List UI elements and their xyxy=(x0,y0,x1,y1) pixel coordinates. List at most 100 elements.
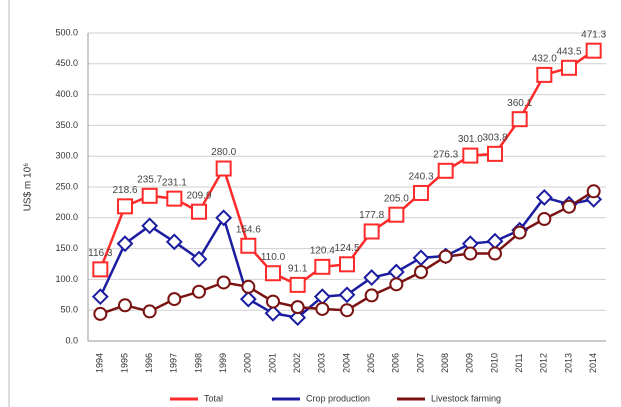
x-tick-label: 1999 xyxy=(218,353,228,373)
data-label: 235.7 xyxy=(137,174,162,185)
x-tick-label: 1996 xyxy=(144,353,154,373)
data-label: 471.3 xyxy=(581,29,606,40)
point xyxy=(585,42,602,59)
point xyxy=(289,276,306,293)
y-tick-label: 200.0 xyxy=(55,212,78,222)
point xyxy=(93,306,108,321)
point xyxy=(412,249,430,267)
y-tick-label: 500.0 xyxy=(55,27,78,37)
x-tick-label: 2006 xyxy=(391,353,401,373)
y-tick-label: 450.0 xyxy=(55,58,78,68)
x-tick-label: 1998 xyxy=(193,353,203,373)
y-tick-label: 50.0 xyxy=(60,305,78,315)
point xyxy=(165,233,183,251)
x-tick-label: 2008 xyxy=(440,353,450,373)
point xyxy=(488,246,502,261)
point xyxy=(339,256,355,273)
point xyxy=(289,309,307,327)
x-tick-label: 1995 xyxy=(119,353,129,373)
point xyxy=(338,286,356,304)
point xyxy=(191,203,207,220)
point xyxy=(264,304,282,322)
data-label: 154.6 xyxy=(236,224,261,235)
data-label: 276.3 xyxy=(433,149,458,160)
data-label: 205.0 xyxy=(384,193,409,204)
data-label: 231.1 xyxy=(162,177,187,188)
point xyxy=(240,237,257,254)
point xyxy=(290,300,305,315)
point xyxy=(266,294,280,309)
y-tick-label: 400.0 xyxy=(55,89,78,99)
data-label: 240.3 xyxy=(408,172,433,183)
data-label: 120.4 xyxy=(310,245,335,256)
x-tick-label: 1994 xyxy=(95,353,105,373)
data-label: 91.1 xyxy=(288,264,308,275)
point xyxy=(340,303,354,318)
point xyxy=(438,249,453,264)
point xyxy=(117,198,133,215)
point xyxy=(315,301,330,316)
data-label: 432.0 xyxy=(532,54,557,65)
data-label: 110.0 xyxy=(261,252,286,263)
data-label: 280.0 xyxy=(211,147,236,158)
point xyxy=(487,145,503,162)
point xyxy=(413,184,429,201)
point xyxy=(463,246,478,261)
x-tick-label: 2007 xyxy=(415,353,425,373)
point xyxy=(586,184,601,199)
point xyxy=(141,187,158,204)
x-tick-label: 2009 xyxy=(465,353,475,373)
point xyxy=(389,277,404,292)
point xyxy=(166,190,183,207)
x-tick-label: 1997 xyxy=(169,353,179,373)
data-label: 177.8 xyxy=(359,210,384,221)
y-tick-label: 250.0 xyxy=(55,181,78,191)
point xyxy=(192,284,206,299)
point xyxy=(314,258,331,275)
data-label: 116.3 xyxy=(88,248,113,259)
point xyxy=(363,269,381,286)
x-tick-label: 2012 xyxy=(539,353,549,373)
point xyxy=(535,189,553,206)
y-tick-label: 300.0 xyxy=(55,151,78,161)
point xyxy=(215,160,232,177)
x-tick-label: 2001 xyxy=(267,353,277,373)
point xyxy=(387,263,405,281)
point xyxy=(190,250,208,268)
point xyxy=(536,66,553,83)
point xyxy=(216,275,231,290)
point xyxy=(388,206,405,223)
y-tick-label: 0.0 xyxy=(65,335,78,345)
point xyxy=(562,199,576,214)
point xyxy=(437,162,454,179)
point xyxy=(561,59,577,76)
point xyxy=(486,232,504,250)
x-tick-label: 2004 xyxy=(341,353,351,373)
legend-label: Livestock farming xyxy=(431,393,501,403)
data-label: 443.5 xyxy=(556,46,581,57)
x-tick-label: 2013 xyxy=(563,353,573,373)
y-tick-label: 350.0 xyxy=(55,120,78,130)
data-label: 303.8 xyxy=(482,132,507,143)
data-label: 218.6 xyxy=(112,185,137,196)
point xyxy=(537,212,552,227)
point xyxy=(462,147,479,164)
point xyxy=(512,225,527,240)
x-tick-label: 2003 xyxy=(317,353,327,373)
point xyxy=(265,265,281,282)
point xyxy=(241,279,256,294)
point xyxy=(364,288,379,303)
point xyxy=(91,288,109,306)
legend-label: Crop production xyxy=(306,393,370,403)
x-tick-label: 2000 xyxy=(243,353,253,373)
y-axis-label: US$ m 10⁶ xyxy=(23,163,34,212)
legend-label: Total xyxy=(204,393,223,403)
y-tick-label: 150.0 xyxy=(55,243,78,253)
point xyxy=(363,223,380,240)
x-tick-label: 2002 xyxy=(292,353,302,373)
point xyxy=(511,111,528,128)
point xyxy=(116,235,134,253)
y-tick-label: 100.0 xyxy=(55,274,78,284)
point xyxy=(414,265,428,280)
